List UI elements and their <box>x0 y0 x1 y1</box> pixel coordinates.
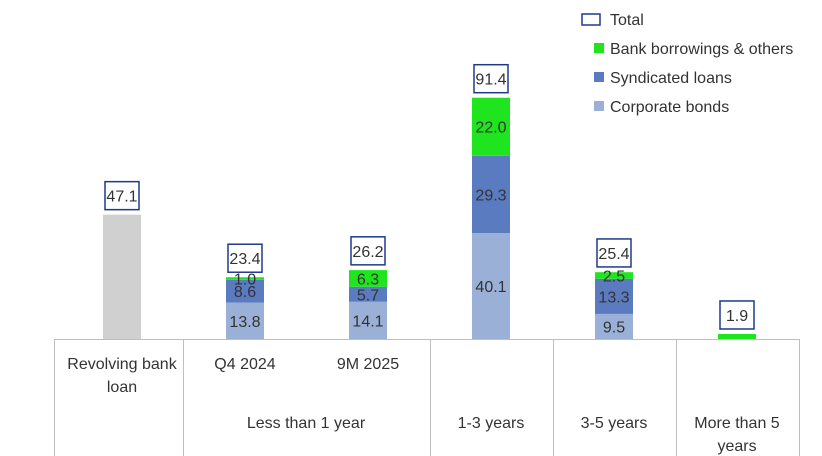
segment-label: 5.7 <box>357 287 379 304</box>
legend-label: Corporate bonds <box>610 99 729 116</box>
total-label: 26.2 <box>352 244 383 261</box>
bar-segment <box>226 277 264 280</box>
bar-segment <box>103 214 141 339</box>
segment-label: 13.3 <box>598 289 629 306</box>
bar-segment <box>226 279 264 303</box>
total-label: 47.1 <box>106 189 137 206</box>
legend-swatch <box>594 43 604 53</box>
bar-segment <box>595 278 633 314</box>
total-box <box>350 236 386 266</box>
legend-swatch <box>594 101 604 111</box>
legend-label: Syndicated loans <box>610 70 732 87</box>
bar-segment <box>349 301 387 339</box>
legend-label: Bank borrowings & others <box>610 41 793 58</box>
total-box <box>473 63 509 94</box>
segment-label: 2.5 <box>603 269 625 286</box>
category-label: years <box>717 438 756 455</box>
legend-label: Total <box>610 12 644 29</box>
legend: Total Bank borrowings & others Syndicated … <box>581 12 793 116</box>
legend-swatch-total <box>581 13 601 26</box>
category-label: More than 5 <box>694 415 779 432</box>
totals-layer: 47.1 23.4 26.2 91.4 25.4 1.9 <box>104 63 755 330</box>
segment-label: 9.5 <box>603 319 625 336</box>
category-label: Q4 2024 <box>214 356 275 373</box>
bar-segment <box>472 97 510 156</box>
bar-segment <box>718 333 756 339</box>
category-label: Less than 1 year <box>247 415 366 432</box>
bar-segment <box>226 302 264 339</box>
total-box <box>596 238 632 268</box>
segment-label: 6.3 <box>357 271 379 288</box>
total-label: 1.9 <box>726 308 748 325</box>
segment-label: 22.0 <box>475 120 506 137</box>
bar-segment <box>349 270 387 287</box>
category-label: Revolving bank <box>67 356 177 373</box>
segment-label: 1.0 <box>234 272 256 289</box>
segment-label: 13.8 <box>229 314 260 331</box>
segment-label: 8.6 <box>234 284 256 301</box>
category-label: 9M 2025 <box>337 356 399 373</box>
bars-layer: 13.8 8.61.0 14.1 5.76.3 40.1 29.3 22.0 9.5 13.3 2… <box>103 97 756 339</box>
segment-label: 40.1 <box>475 279 506 296</box>
total-box <box>227 243 263 273</box>
bar-segment <box>472 155 510 234</box>
category-label: 1-3 years <box>458 415 525 432</box>
segment-label: 14.1 <box>352 313 383 330</box>
category-label: 3-5 years <box>581 415 648 432</box>
total-label: 25.4 <box>598 246 629 263</box>
total-box <box>719 300 755 330</box>
segment-label: 29.3 <box>475 187 506 204</box>
total-label: 23.4 <box>229 251 260 268</box>
bar-segment <box>595 272 633 279</box>
bar-segment <box>472 233 510 339</box>
category-axis: Revolving bank loan Q4 2024 9M 2025 Less tha… <box>54 339 800 456</box>
total-label: 91.4 <box>475 72 506 89</box>
category-label: loan <box>107 379 137 396</box>
legend-swatch <box>594 72 604 82</box>
bar-segment <box>595 313 633 339</box>
bar-segment <box>349 286 387 302</box>
total-box <box>104 180 140 211</box>
